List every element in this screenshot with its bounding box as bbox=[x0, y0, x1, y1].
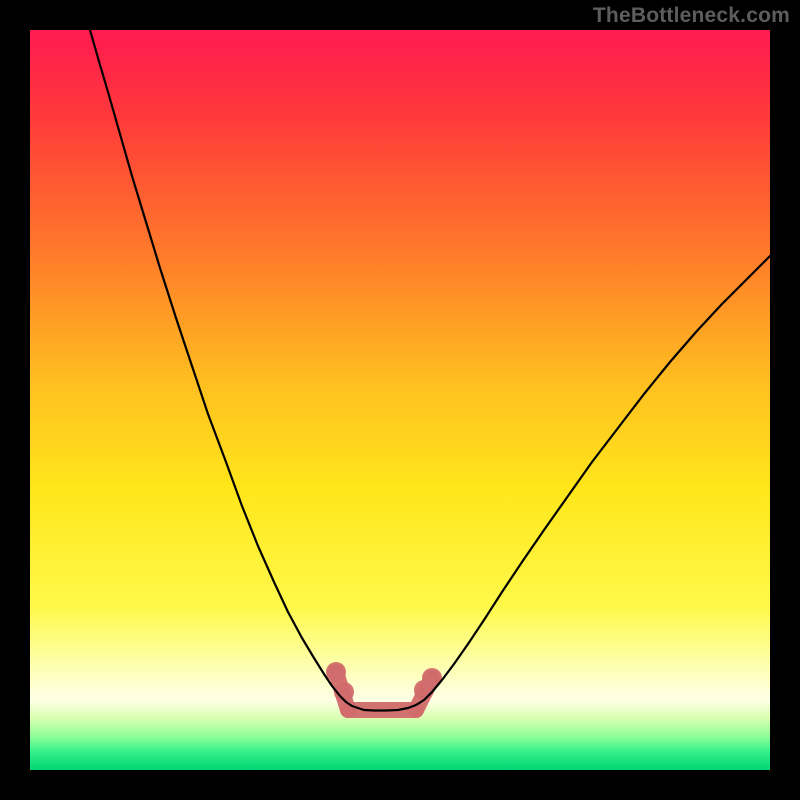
plot-area bbox=[30, 30, 770, 770]
bottleneck-curve bbox=[90, 30, 770, 711]
highlight-marker bbox=[326, 662, 442, 710]
chart-canvas: TheBottleneck.com bbox=[0, 0, 800, 800]
curve-layer bbox=[30, 30, 770, 770]
watermark-text: TheBottleneck.com bbox=[593, 4, 790, 28]
